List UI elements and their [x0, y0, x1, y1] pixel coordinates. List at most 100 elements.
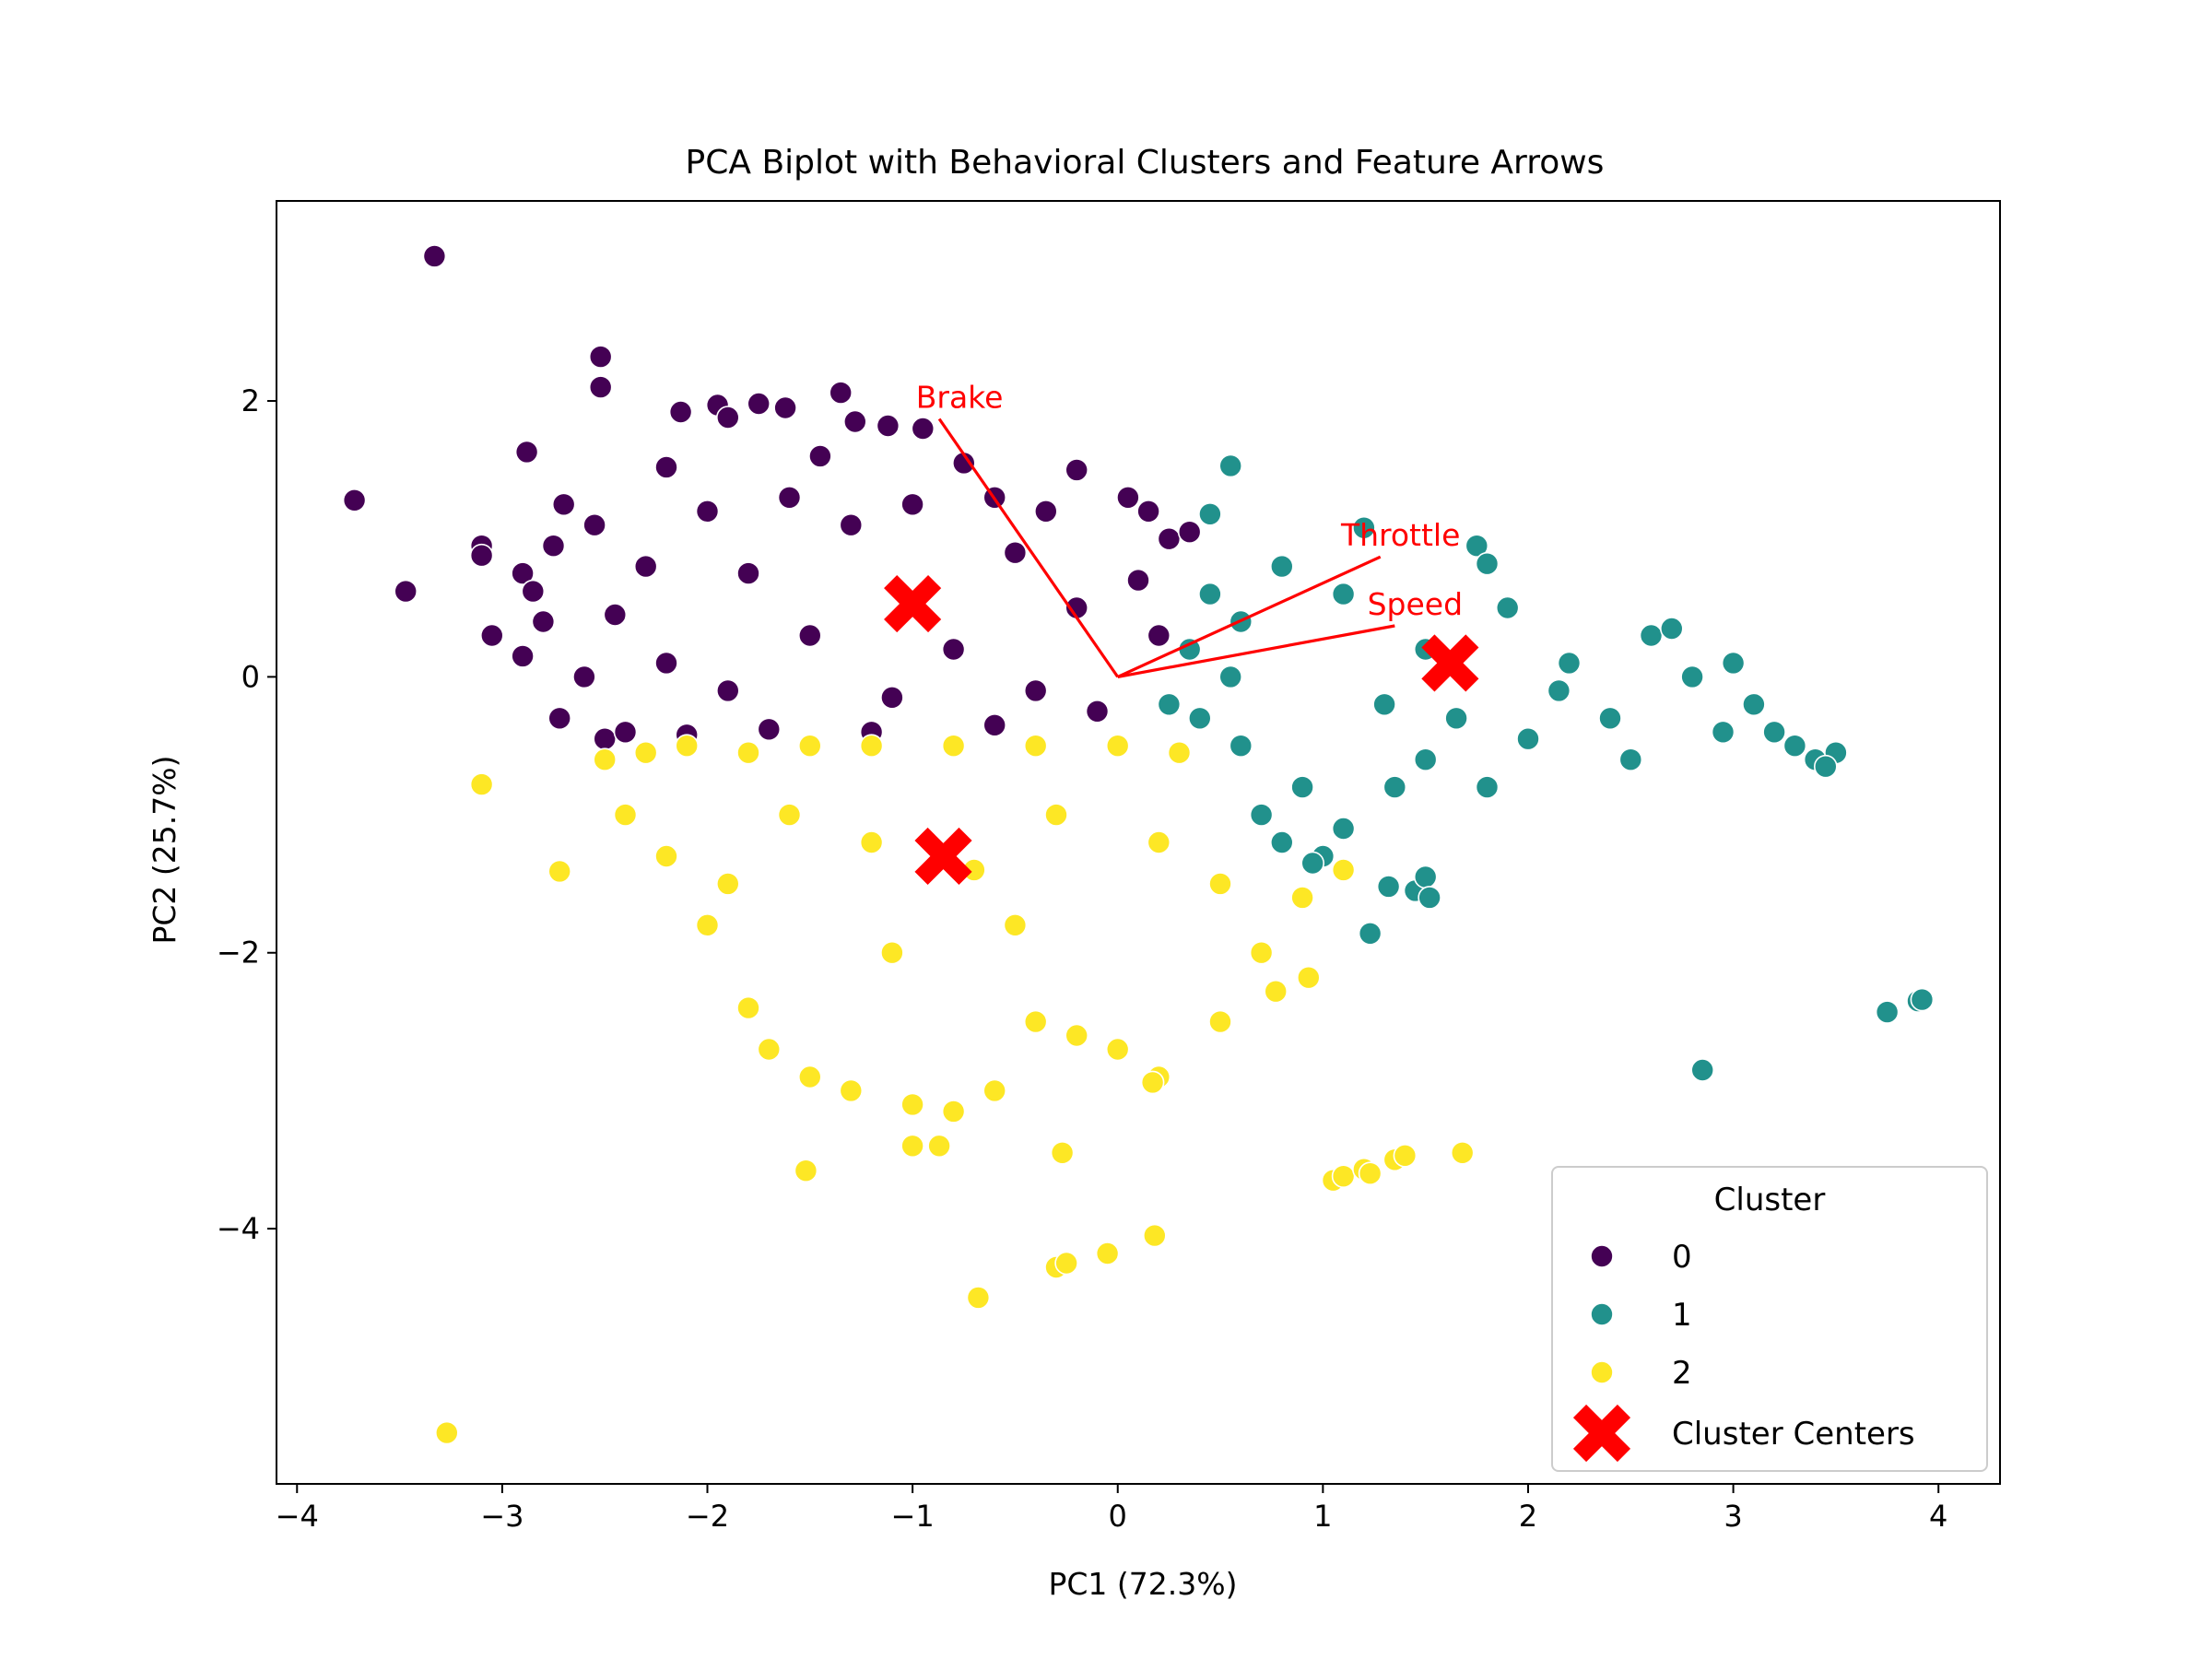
x-tick-label: −1: [891, 1499, 935, 1534]
scatter-point-cluster-2: [1140, 1070, 1165, 1095]
y-tick-label: 0: [241, 659, 260, 694]
scatter-point-cluster-1: [1690, 1058, 1714, 1082]
y-tick-label: −2: [217, 935, 260, 971]
scatter-point-cluster-0: [668, 400, 693, 424]
scatter-point-cluster-0: [1126, 568, 1150, 593]
scatter-point-cluster-0: [1136, 499, 1160, 524]
scatter-point-cluster-2: [1023, 734, 1048, 759]
scatter-point-cluster-2: [1331, 1164, 1356, 1188]
scatter-point-cluster-0: [654, 651, 678, 676]
scatter-point-cluster-2: [797, 1065, 822, 1089]
scatter-point-cluster-2: [695, 912, 720, 937]
scatter-point-cluster-1: [1198, 582, 1222, 606]
scatter-point-cluster-1: [1660, 617, 1684, 641]
scatter-point-cluster-2: [547, 859, 572, 884]
scatter-point-cluster-2: [982, 1078, 1006, 1103]
scatter-point-cluster-1: [1639, 623, 1664, 648]
scatter-point-cluster-1: [1372, 692, 1396, 717]
scatter-point-cluster-1: [1198, 501, 1222, 526]
scatter-point-cluster-1: [1711, 720, 1735, 745]
scatter-point-cluster-0: [1177, 520, 1202, 545]
feature-arrow-speed: [1117, 624, 1395, 678]
scatter-point-cluster-1: [1465, 534, 1489, 559]
scatter-point-cluster-0: [521, 579, 546, 604]
scatter-point-cluster-2: [633, 740, 658, 765]
scatter-point-cluster-2: [757, 1037, 782, 1062]
legend: Cluster 0 1 2 Cluster Centers: [1551, 1166, 1988, 1472]
scatter-point-cluster-1: [1218, 665, 1242, 689]
scatter-point-cluster-0: [588, 375, 613, 399]
x-axis-ticks: −4 −3 −2 −1 0 1 2 3 4: [276, 1484, 1947, 1534]
scatter-point-cluster-0: [531, 609, 556, 634]
scatter-point-cluster-0: [1147, 623, 1171, 648]
scatter-point-cluster-0: [479, 623, 504, 648]
scatter-point-cluster-2: [434, 1420, 459, 1445]
x-tick-label: −3: [480, 1499, 524, 1534]
x-tick-label: −2: [686, 1499, 729, 1534]
scatter-point-cluster-2: [715, 872, 740, 896]
scatter-point-cluster-2: [777, 803, 802, 827]
scatter-point-cluster-2: [1358, 1161, 1382, 1185]
scatter-point-cluster-1: [1783, 734, 1807, 759]
scatter-point-cluster-0: [613, 720, 638, 745]
scatter-point-cluster-2: [900, 1134, 924, 1159]
scatter-point-cluster-0: [1034, 499, 1058, 524]
legend-marker-cluster-centers: [1572, 1404, 1631, 1463]
x-axis-label: PC1 (72.3%): [1048, 1566, 1237, 1602]
feature-arrow-label-speed: Speed: [1368, 586, 1463, 622]
scatter-point-cluster-2: [1147, 830, 1171, 854]
x-tick-label: 2: [1519, 1499, 1537, 1534]
scatter-point-cluster-2: [469, 772, 494, 796]
legend-marker-cluster-0: [1590, 1244, 1614, 1268]
scatter-point-cluster-2: [859, 734, 884, 759]
scatter-point-cluster-2: [941, 734, 966, 759]
scatter-point-cluster-2: [1143, 1223, 1167, 1248]
scatter-point-cluster-0: [603, 603, 628, 627]
cluster-center-marker-1: [1421, 634, 1479, 692]
scatter-point-cluster-1: [1331, 582, 1356, 606]
scatter-point-cluster-1: [1229, 734, 1253, 759]
scatter-point-cluster-2: [1105, 734, 1130, 759]
scatter-point-cluster-2: [1297, 965, 1321, 990]
scatter-point-cluster-0: [422, 244, 447, 268]
scatter-point-cluster-0: [757, 717, 782, 742]
legend-marker-cluster-1: [1590, 1302, 1614, 1326]
scatter-point-cluster-0: [511, 561, 535, 585]
scatter-point-cluster-1: [1188, 706, 1212, 731]
scatter-point-cluster-2: [900, 1092, 924, 1117]
scatter-point-cluster-0: [715, 406, 740, 429]
scatter-point-cluster-2: [1208, 872, 1232, 896]
y-tick-label: 2: [241, 383, 260, 418]
scatter-point-cluster-0: [777, 485, 802, 510]
scatter-point-cluster-1: [1495, 595, 1520, 620]
scatter-point-cluster-2: [1393, 1144, 1418, 1168]
scatter-points: [342, 244, 1935, 1445]
scatter-point-cluster-2: [941, 1100, 966, 1124]
legend-label-cluster-0: 0: [1672, 1239, 1692, 1276]
y-tick-label: −4: [217, 1211, 260, 1246]
scatter-point-cluster-0: [900, 492, 924, 517]
scatter-point-cluster-1: [1721, 651, 1746, 676]
scatter-point-cluster-0: [695, 499, 720, 524]
scatter-point-cluster-1: [1444, 706, 1468, 731]
scatter-point-cluster-1: [1218, 453, 1242, 478]
y-axis-ticks: −4 −2 0 2: [217, 383, 276, 1246]
plot-area: Brake Throttle Speed −4 −3 −2 −1 0 1 2 3 4 −4 −2 0 2: [217, 200, 2001, 1534]
scatter-point-cluster-1: [1516, 726, 1540, 751]
scatter-point-cluster-2: [1065, 1023, 1088, 1048]
scatter-point-cluster-2: [927, 1134, 951, 1159]
plot-frame: [276, 200, 2001, 1485]
scatter-point-cluster-1: [1270, 554, 1294, 579]
scatter-point-cluster-2: [1264, 979, 1288, 1004]
legend-box: [1551, 1166, 1988, 1472]
x-tick-label: 3: [1724, 1499, 1742, 1534]
scatter-point-cluster-1: [1547, 678, 1571, 703]
scatter-point-cluster-1: [1300, 851, 1324, 876]
scatter-point-cluster-0: [551, 492, 576, 517]
scatter-point-cluster-0: [829, 381, 853, 405]
scatter-point-cluster-2: [839, 1078, 864, 1103]
scatter-point-cluster-2: [1105, 1037, 1130, 1062]
feature-arrows: Brake Throttle Speed: [916, 380, 1463, 678]
scatter-point-cluster-2: [613, 803, 638, 827]
scatter-point-cluster-0: [342, 488, 367, 512]
